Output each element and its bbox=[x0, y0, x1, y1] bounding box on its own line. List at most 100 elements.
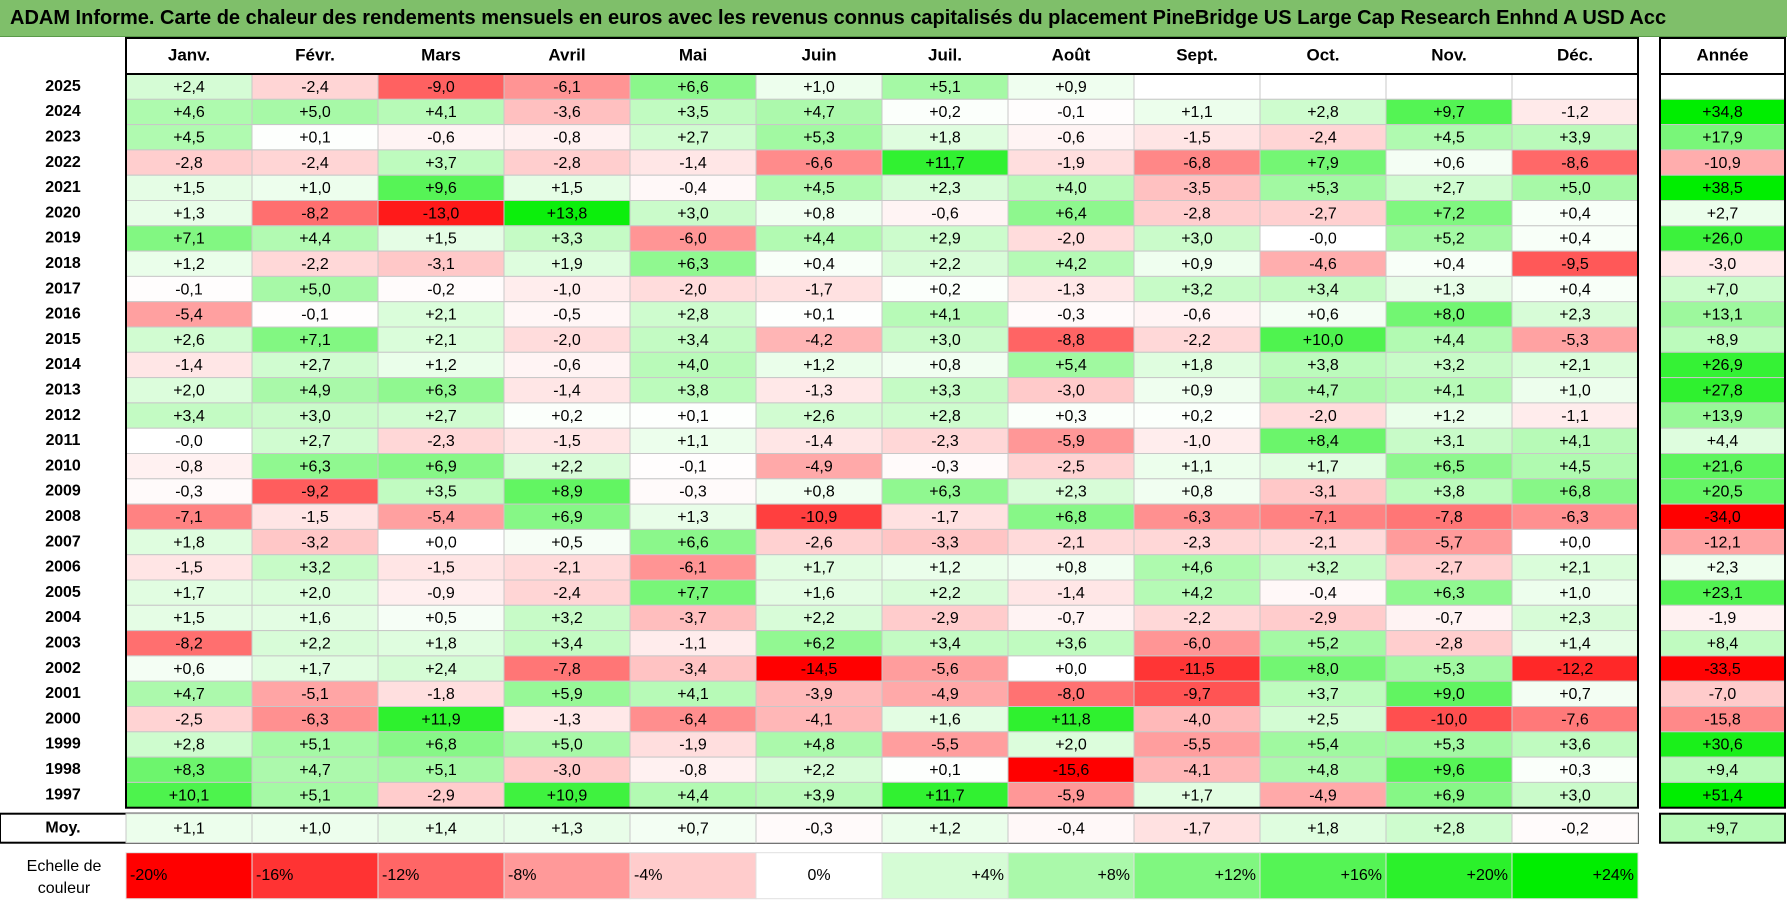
heatmap-cell bbox=[1511, 478, 1639, 505]
heatmap-cell bbox=[1511, 377, 1639, 404]
heatmap-cell bbox=[629, 579, 757, 606]
scale-value: +4% bbox=[972, 867, 1004, 884]
heatmap-cell bbox=[881, 680, 1009, 708]
scale-value: -8% bbox=[508, 867, 536, 884]
annual-value: +2,3 bbox=[1707, 560, 1739, 577]
cell-value: +8,3 bbox=[173, 762, 205, 779]
heatmap-cell bbox=[629, 453, 757, 480]
cell-value: -3,1 bbox=[1309, 484, 1337, 501]
cell-value: +4,8 bbox=[803, 737, 835, 754]
annual-cell bbox=[1659, 377, 1786, 404]
cell-value: +2,2 bbox=[803, 610, 835, 627]
annual-value: +26,9 bbox=[1702, 357, 1743, 374]
cell-value: -0,1 bbox=[679, 458, 707, 475]
scale-swatch bbox=[629, 852, 757, 900]
heatmap-cell bbox=[629, 351, 757, 379]
cell-value: +1,0 bbox=[299, 180, 331, 197]
heatmap-cell bbox=[881, 503, 1009, 530]
cell-value: +0,8 bbox=[1055, 560, 1087, 577]
cell-value: +2,3 bbox=[929, 180, 961, 197]
year-label: 2020 bbox=[45, 204, 81, 221]
cell-value: +2,0 bbox=[1055, 737, 1087, 754]
heatmap-cell bbox=[755, 528, 883, 556]
annual-value: +34,8 bbox=[1702, 104, 1743, 121]
annual-value: +9,4 bbox=[1707, 762, 1739, 779]
heatmap-cell bbox=[755, 301, 883, 328]
heatmap-cell bbox=[881, 706, 1009, 733]
cell-value: +1,7 bbox=[1181, 787, 1213, 804]
heatmap-cell bbox=[377, 427, 505, 455]
heatmap-cell bbox=[1511, 250, 1639, 277]
cell-value: -11,5 bbox=[1179, 661, 1214, 678]
cell-value: -0,3 bbox=[679, 484, 707, 501]
cell-value: -2,4 bbox=[301, 79, 329, 96]
scale-swatch bbox=[125, 852, 253, 900]
cell-value: -1,4 bbox=[1057, 585, 1085, 602]
cell-value: +6,6 bbox=[677, 79, 709, 96]
cell-value: +0,8 bbox=[1181, 484, 1213, 501]
cell-value: -1,5 bbox=[1183, 129, 1211, 146]
heatmap-cell bbox=[125, 579, 253, 606]
heatmap-cell bbox=[881, 174, 1009, 201]
heatmap-cell bbox=[1511, 174, 1639, 201]
heatmap-cell bbox=[629, 706, 757, 733]
title-bar: ADAM Informe. Carte de chaleur des rende… bbox=[0, 0, 1787, 37]
annual-cell bbox=[1659, 301, 1786, 328]
cell-value: -5,5 bbox=[931, 737, 959, 754]
cell-value: +9,7 bbox=[1433, 104, 1465, 121]
heatmap-cell bbox=[251, 781, 379, 809]
cell-value: -2,8 bbox=[553, 155, 581, 172]
heatmap-cell bbox=[503, 351, 631, 379]
annual-value: +17,9 bbox=[1702, 129, 1743, 146]
average-annual-cell bbox=[1659, 812, 1786, 844]
cell-value: -5,4 bbox=[427, 509, 455, 526]
heatmap-cell bbox=[1511, 604, 1639, 632]
heatmap-cell bbox=[251, 427, 379, 455]
month-header: Nov. bbox=[1431, 45, 1467, 64]
heatmap-cell bbox=[1133, 250, 1261, 277]
heatmap-cell bbox=[1511, 200, 1639, 227]
annual-value: +23,1 bbox=[1702, 585, 1743, 602]
cell-value: -6,0 bbox=[679, 231, 707, 248]
cell-value: +0,4 bbox=[1559, 205, 1591, 222]
cell-value: +3,8 bbox=[1433, 484, 1465, 501]
cell-value: +1,6 bbox=[803, 585, 835, 602]
heatmap-cell bbox=[1385, 250, 1513, 277]
year-label: 2019 bbox=[45, 230, 81, 247]
month-header: Mars bbox=[421, 45, 461, 64]
annual-value: +20,5 bbox=[1702, 484, 1743, 501]
cell-value: -6,0 bbox=[1183, 635, 1211, 652]
cell-value: +0,1 bbox=[929, 762, 961, 779]
cell-value: +2,6 bbox=[173, 332, 205, 349]
year-label: 2009 bbox=[45, 483, 81, 500]
year-label: 2002 bbox=[45, 660, 81, 677]
year-label: 2014 bbox=[45, 356, 81, 373]
cell-value: +0,0 bbox=[425, 534, 457, 551]
cell-value: +6,2 bbox=[803, 635, 835, 652]
cell-value: +4,6 bbox=[173, 104, 205, 121]
annual-cell bbox=[1659, 98, 1786, 126]
heatmap-cell bbox=[251, 351, 379, 379]
chart-title: ADAM Informe. Carte de chaleur des rende… bbox=[10, 7, 1667, 29]
heatmap-cell bbox=[377, 275, 505, 303]
cell-value: +3,4 bbox=[677, 332, 709, 349]
annual-value: -1,9 bbox=[1709, 610, 1737, 627]
scale-value: +12% bbox=[1215, 867, 1256, 884]
cell-value: -5,7 bbox=[1435, 534, 1463, 551]
cell-value: -8,2 bbox=[301, 205, 329, 222]
cell-value: -12,2 bbox=[1557, 661, 1594, 678]
cell-value: +4,4 bbox=[1433, 332, 1465, 349]
cell-value: -0,1 bbox=[301, 307, 329, 324]
scale-value: +8% bbox=[1098, 867, 1130, 884]
cell-value: +2,5 bbox=[1307, 711, 1339, 728]
cell-value: -0,7 bbox=[1435, 610, 1463, 627]
annual-value: +30,6 bbox=[1702, 737, 1743, 754]
cell-value: -1,5 bbox=[175, 560, 203, 577]
cell-value: +1,2 bbox=[1433, 408, 1465, 425]
heatmap-cell bbox=[125, 377, 253, 404]
cell-value: +2,1 bbox=[1559, 560, 1591, 577]
cell-value: +6,9 bbox=[1433, 787, 1465, 804]
heatmap-cell bbox=[503, 478, 631, 505]
heatmap-cell bbox=[1007, 706, 1135, 733]
heatmap-cell bbox=[1385, 706, 1513, 733]
